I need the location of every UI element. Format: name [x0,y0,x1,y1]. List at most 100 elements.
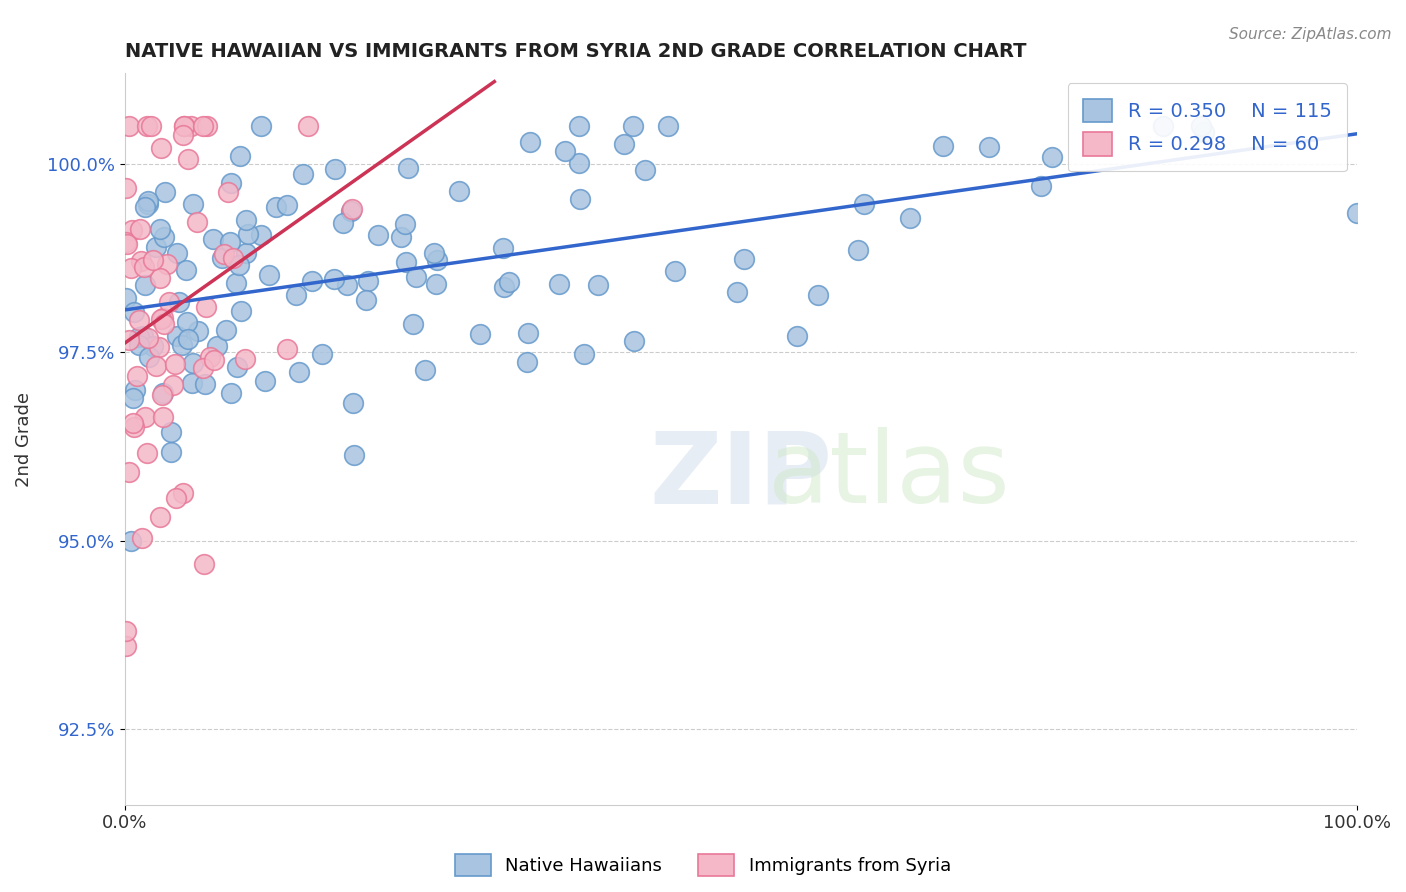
Point [195,301,218,315]
Point [225,276,247,290]
Text: ZIP: ZIP [650,427,832,524]
Point [219,235,242,249]
Point [228,149,250,163]
Point [569,192,592,206]
Point [846,243,869,257]
Point [554,144,576,158]
Text: NATIVE HAWAIIAN VS IMMIGRANTS FROM SYRIA 2ND GRADE CORRELATION CHART: NATIVE HAWAIIAN VS IMMIGRANTS FROM SYRIA… [125,42,1026,61]
Point [574,347,596,361]
Point [128,312,150,326]
Point [931,138,953,153]
Point [254,374,277,388]
Point [468,326,491,341]
Point [138,196,160,211]
Point [156,257,179,271]
Point [311,347,333,361]
Point [193,557,215,571]
Point [139,119,162,133]
Point [150,312,173,326]
Point [211,252,233,266]
Point [167,294,190,309]
Point [172,485,194,500]
Point [131,531,153,545]
Point [249,119,271,133]
Point [165,491,187,505]
Point [219,176,242,190]
Point [264,200,287,214]
Point [160,425,183,440]
Point [516,355,538,369]
Point [176,263,198,277]
Point [492,280,515,294]
Point [664,264,686,278]
Point [394,217,416,231]
Point [136,331,159,345]
Point [233,352,256,367]
Point [128,330,150,344]
Point [145,240,167,254]
Point [285,288,308,302]
Point [115,291,138,305]
Point [238,227,260,241]
Point [162,378,184,392]
Point [180,376,202,390]
Point [217,185,239,199]
Point [222,251,245,265]
Point [426,252,449,267]
Point [257,268,280,282]
Point [138,350,160,364]
Point [177,152,200,166]
Point [395,254,418,268]
Point [124,384,146,398]
Point [229,304,252,318]
Point [152,409,174,424]
Text: atlas: atlas [768,427,1010,524]
Point [129,222,152,236]
Point [276,342,298,356]
Point [898,211,921,225]
Point [613,137,636,152]
Point [396,161,419,176]
Point [118,333,141,347]
Point [157,295,180,310]
Text: Source: ZipAtlas.com: Source: ZipAtlas.com [1229,27,1392,42]
Point [186,214,208,228]
Point [173,119,195,133]
Point [115,639,138,653]
Point [977,140,1000,154]
Point [1192,125,1215,139]
Point [547,277,569,291]
Point [149,271,172,285]
Point [621,119,644,133]
Point [115,624,138,638]
Point [1152,119,1174,133]
Legend: R = 0.350    N = 115, R = 0.298    N = 60: R = 0.350 N = 115, R = 0.298 N = 60 [1067,83,1347,171]
Point [343,449,366,463]
Point [212,247,235,261]
Point [250,228,273,243]
Point [134,200,156,214]
Point [342,396,364,410]
Point [1040,150,1063,164]
Point [115,237,138,252]
Legend: Native Hawaiians, Immigrants from Syria: Native Hawaiians, Immigrants from Syria [447,847,959,883]
Point [117,465,139,479]
Point [195,119,218,133]
Point [425,277,447,291]
Point [336,277,359,292]
Point [235,245,257,260]
Point [128,338,150,352]
Point [149,222,172,236]
Point [153,230,176,244]
Point [145,359,167,373]
Point [121,222,143,236]
Point [354,293,377,307]
Point [166,245,188,260]
Point [623,334,645,348]
Point [492,241,515,255]
Point [124,305,146,319]
Point [181,197,204,211]
Point [205,339,228,353]
Point [166,329,188,343]
Point [225,359,247,374]
